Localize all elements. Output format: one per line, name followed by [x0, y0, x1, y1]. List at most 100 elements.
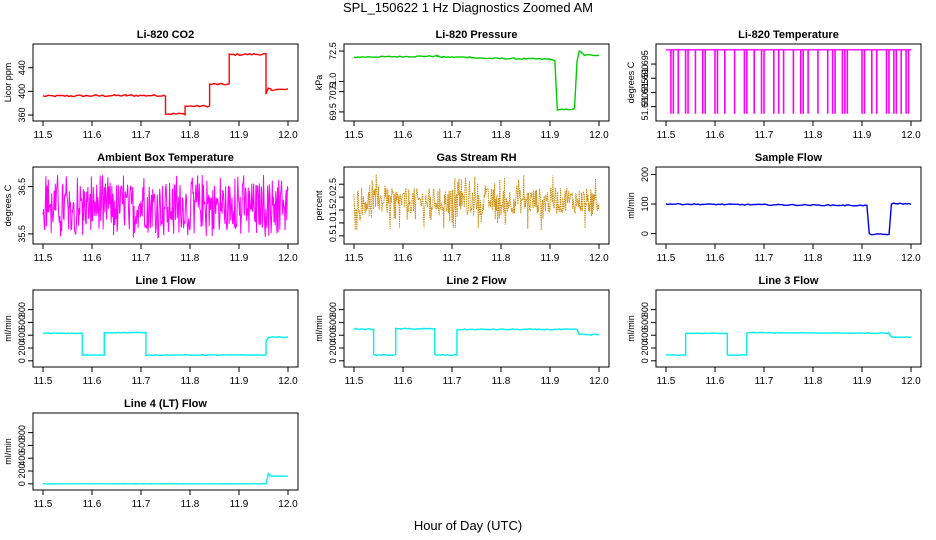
- x-tick-label: 11.5: [34, 376, 53, 387]
- chart-panel-9: Line 3 Flow ml/min 11.5 11.6 11.7 11.8 11.9 12.…: [626, 275, 922, 387]
- x-tick-label: 11.5: [34, 130, 53, 141]
- x-tick-label: 11.8: [181, 130, 200, 141]
- x-tick-label: 11.9: [230, 130, 249, 141]
- y-tick-label: 400: [17, 451, 27, 466]
- plot-frame: [32, 166, 299, 245]
- y-tick-label: 400: [640, 328, 650, 343]
- y-tick-label: 800: [17, 302, 27, 317]
- y-tick-label: 800: [640, 302, 650, 317]
- x-tick-label: 11.5: [34, 253, 53, 264]
- x-tick-label: 11.6: [394, 130, 413, 141]
- plot-frame: [32, 289, 299, 368]
- x-tick-label: 11.5: [34, 499, 53, 510]
- y-tick-label: 51.690: [640, 64, 650, 92]
- x-tick-label: 12.0: [278, 130, 298, 141]
- series-line: [42, 331, 289, 357]
- x-tick-label: 11.9: [541, 376, 560, 387]
- series-group: [353, 174, 600, 231]
- x-tick-label: 11.7: [755, 376, 774, 387]
- x-tick-label: 11.9: [853, 253, 872, 264]
- y-tick-label: 200: [17, 340, 27, 355]
- y-tick-label: 0: [640, 231, 650, 236]
- x-tick-label: 11.7: [132, 499, 151, 510]
- y-tick-label: 800: [328, 302, 338, 317]
- y-tick-label: 0: [640, 358, 650, 363]
- figure-title: SPL_150622 1 Hz Diagnostics Zoomed AM: [342, 0, 594, 15]
- plot-frame: [655, 43, 922, 122]
- chart-panel-4: Ambient Box Temperature degrees C 11.5 11.6…: [3, 152, 299, 264]
- y-tick-label: 400: [17, 328, 27, 343]
- y-tick-label: 200: [328, 340, 338, 355]
- y-tick-label: 200: [640, 167, 650, 182]
- series-group: [42, 52, 289, 116]
- x-tick-label: 11.8: [492, 253, 511, 264]
- x-tick-label: 11.8: [492, 130, 511, 141]
- x-tick-label: 11.8: [181, 376, 200, 387]
- y-axis-label: ml/min: [626, 192, 636, 219]
- chart-title: Line 2 Flow: [447, 275, 507, 287]
- x-tick-label: 11.7: [755, 253, 774, 264]
- x-tick-label: 11.9: [230, 499, 249, 510]
- plot-frame: [32, 43, 299, 122]
- x-tick-label: 11.9: [230, 253, 249, 264]
- plot-frame: [343, 289, 610, 368]
- x-tick-label: 11.6: [394, 253, 413, 264]
- x-tick-label: 11.9: [541, 130, 560, 141]
- x-tick-label: 11.6: [706, 130, 725, 141]
- series-line: [43, 471, 288, 485]
- x-tick-label: 11.9: [853, 130, 872, 141]
- y-tick-label: 600: [17, 315, 27, 330]
- x-tick-label: 11.5: [345, 376, 364, 387]
- y-tick-label: 72.5: [328, 42, 338, 60]
- x-tick-label: 11.9: [541, 253, 560, 264]
- x-tick-label: 12.0: [278, 253, 298, 264]
- y-tick-label: 35.5: [17, 225, 27, 243]
- y-axis-label: ml/min: [3, 438, 13, 465]
- y-axis-label: ml/min: [3, 315, 13, 342]
- series-line: [42, 174, 289, 239]
- x-tick-label: 11.7: [132, 253, 151, 264]
- x-tick-label: 11.6: [394, 376, 413, 387]
- x-tick-label: 11.7: [443, 253, 462, 264]
- y-tick-label: 600: [328, 315, 338, 330]
- chart-title: Gas Stream RH: [436, 152, 516, 164]
- series-line: [353, 174, 600, 231]
- x-tick-label: 12.0: [589, 376, 609, 387]
- series-line: [353, 50, 600, 111]
- y-axis-label: percent: [314, 190, 324, 221]
- y-tick-label: 51.685: [640, 79, 650, 107]
- x-tick-label: 11.5: [657, 253, 676, 264]
- y-tick-label: 51.680: [640, 93, 650, 121]
- series-line: [665, 330, 912, 357]
- y-axis-label: ml/min: [626, 315, 636, 342]
- chart-panel-5: Gas Stream RH percent 11.5 11.6 11.7 11.8 11.9…: [314, 152, 610, 264]
- x-tick-label: 12.0: [901, 376, 921, 387]
- x-tick-label: 11.5: [345, 130, 364, 141]
- y-tick-label: 1.5: [328, 204, 338, 217]
- chart-title: Line 3 Flow: [759, 275, 819, 287]
- y-tick-label: 70.5: [328, 83, 338, 101]
- y-tick-label: 440: [17, 60, 27, 75]
- y-tick-label: 360: [17, 108, 27, 123]
- chart-title: Li-820 CO2: [137, 29, 194, 41]
- plot-frame: [32, 412, 299, 491]
- chart-panel-1: Li-820 CO2 Licor ppm 11.5 11.6 11.7 11.8 11.9 1…: [3, 29, 299, 141]
- series-group: [665, 330, 912, 357]
- y-tick-label: 0.5: [328, 230, 338, 243]
- plot-frame: [655, 166, 922, 245]
- chart-panel-6: Sample Flow ml/min 11.5 11.6 11.7 11.8 11.9 12.…: [626, 152, 922, 264]
- chart-panel-3: Li-820 Temperature degrees C 11.5 11.6 11.7 1…: [626, 29, 922, 141]
- y-axis-label: kPa: [314, 75, 324, 91]
- chart-title: Line 4 (LT) Flow: [124, 398, 207, 410]
- chart-title: Sample Flow: [755, 152, 823, 164]
- x-tick-label: 11.5: [657, 376, 676, 387]
- chart-title: Li-820 Temperature: [738, 29, 839, 41]
- x-tick-label: 12.0: [589, 253, 609, 264]
- series-group: [353, 50, 600, 111]
- x-tick-label: 11.7: [132, 130, 151, 141]
- y-tick-label: 200: [17, 463, 27, 478]
- series-line: [42, 52, 289, 116]
- x-tick-label: 11.6: [83, 499, 102, 510]
- plot-frame: [343, 166, 610, 245]
